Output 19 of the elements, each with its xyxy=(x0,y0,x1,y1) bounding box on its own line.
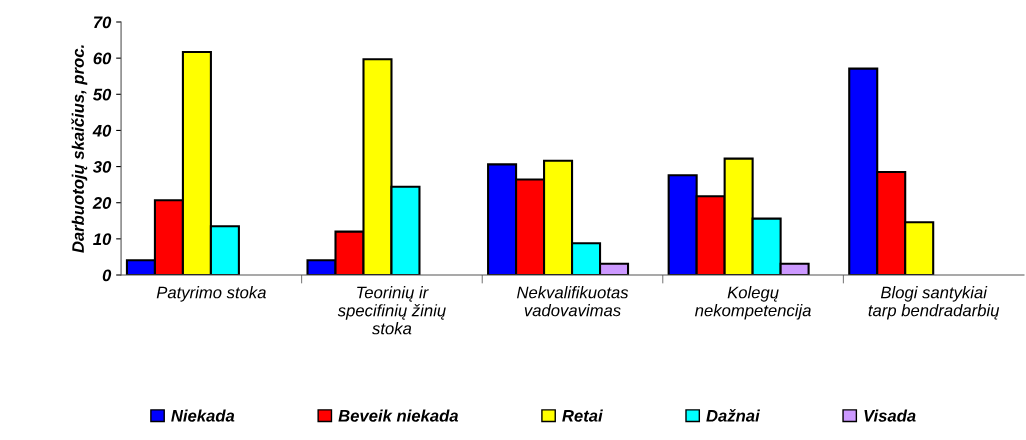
legend-label: Retai xyxy=(562,409,603,422)
y-tick-label: 70 xyxy=(93,16,112,29)
legend-label: Visada xyxy=(864,409,916,422)
y-tick-label: 40 xyxy=(92,124,112,137)
legend-label: Niekada xyxy=(171,409,235,422)
legend-label: Beveik niekada xyxy=(338,409,459,422)
x-tick-label: Nekvalifikuotas vadovavimas xyxy=(516,286,629,317)
x-tick-label: Kolegų nekompetencija xyxy=(694,286,811,320)
y-tick-label: 50 xyxy=(92,88,112,101)
y-axis-title: Darbuotojų skaičius, proc. xyxy=(71,45,88,253)
y-tick-label: 10 xyxy=(93,233,112,246)
x-tick-label: Blogi santykiai tarp bendradarbių xyxy=(868,286,1000,320)
y-tick-label: 60 xyxy=(93,52,112,65)
x-tick-label: Patyrimo stoka xyxy=(156,286,266,302)
y-tick-label: 0 xyxy=(102,269,112,282)
y-tick-label: 20 xyxy=(92,197,112,209)
x-tick-label: Teorinių ir specifinių žinių stoka xyxy=(337,286,446,335)
y-tick-label: 30 xyxy=(92,160,112,173)
legend-label: Dažnai xyxy=(706,409,760,422)
